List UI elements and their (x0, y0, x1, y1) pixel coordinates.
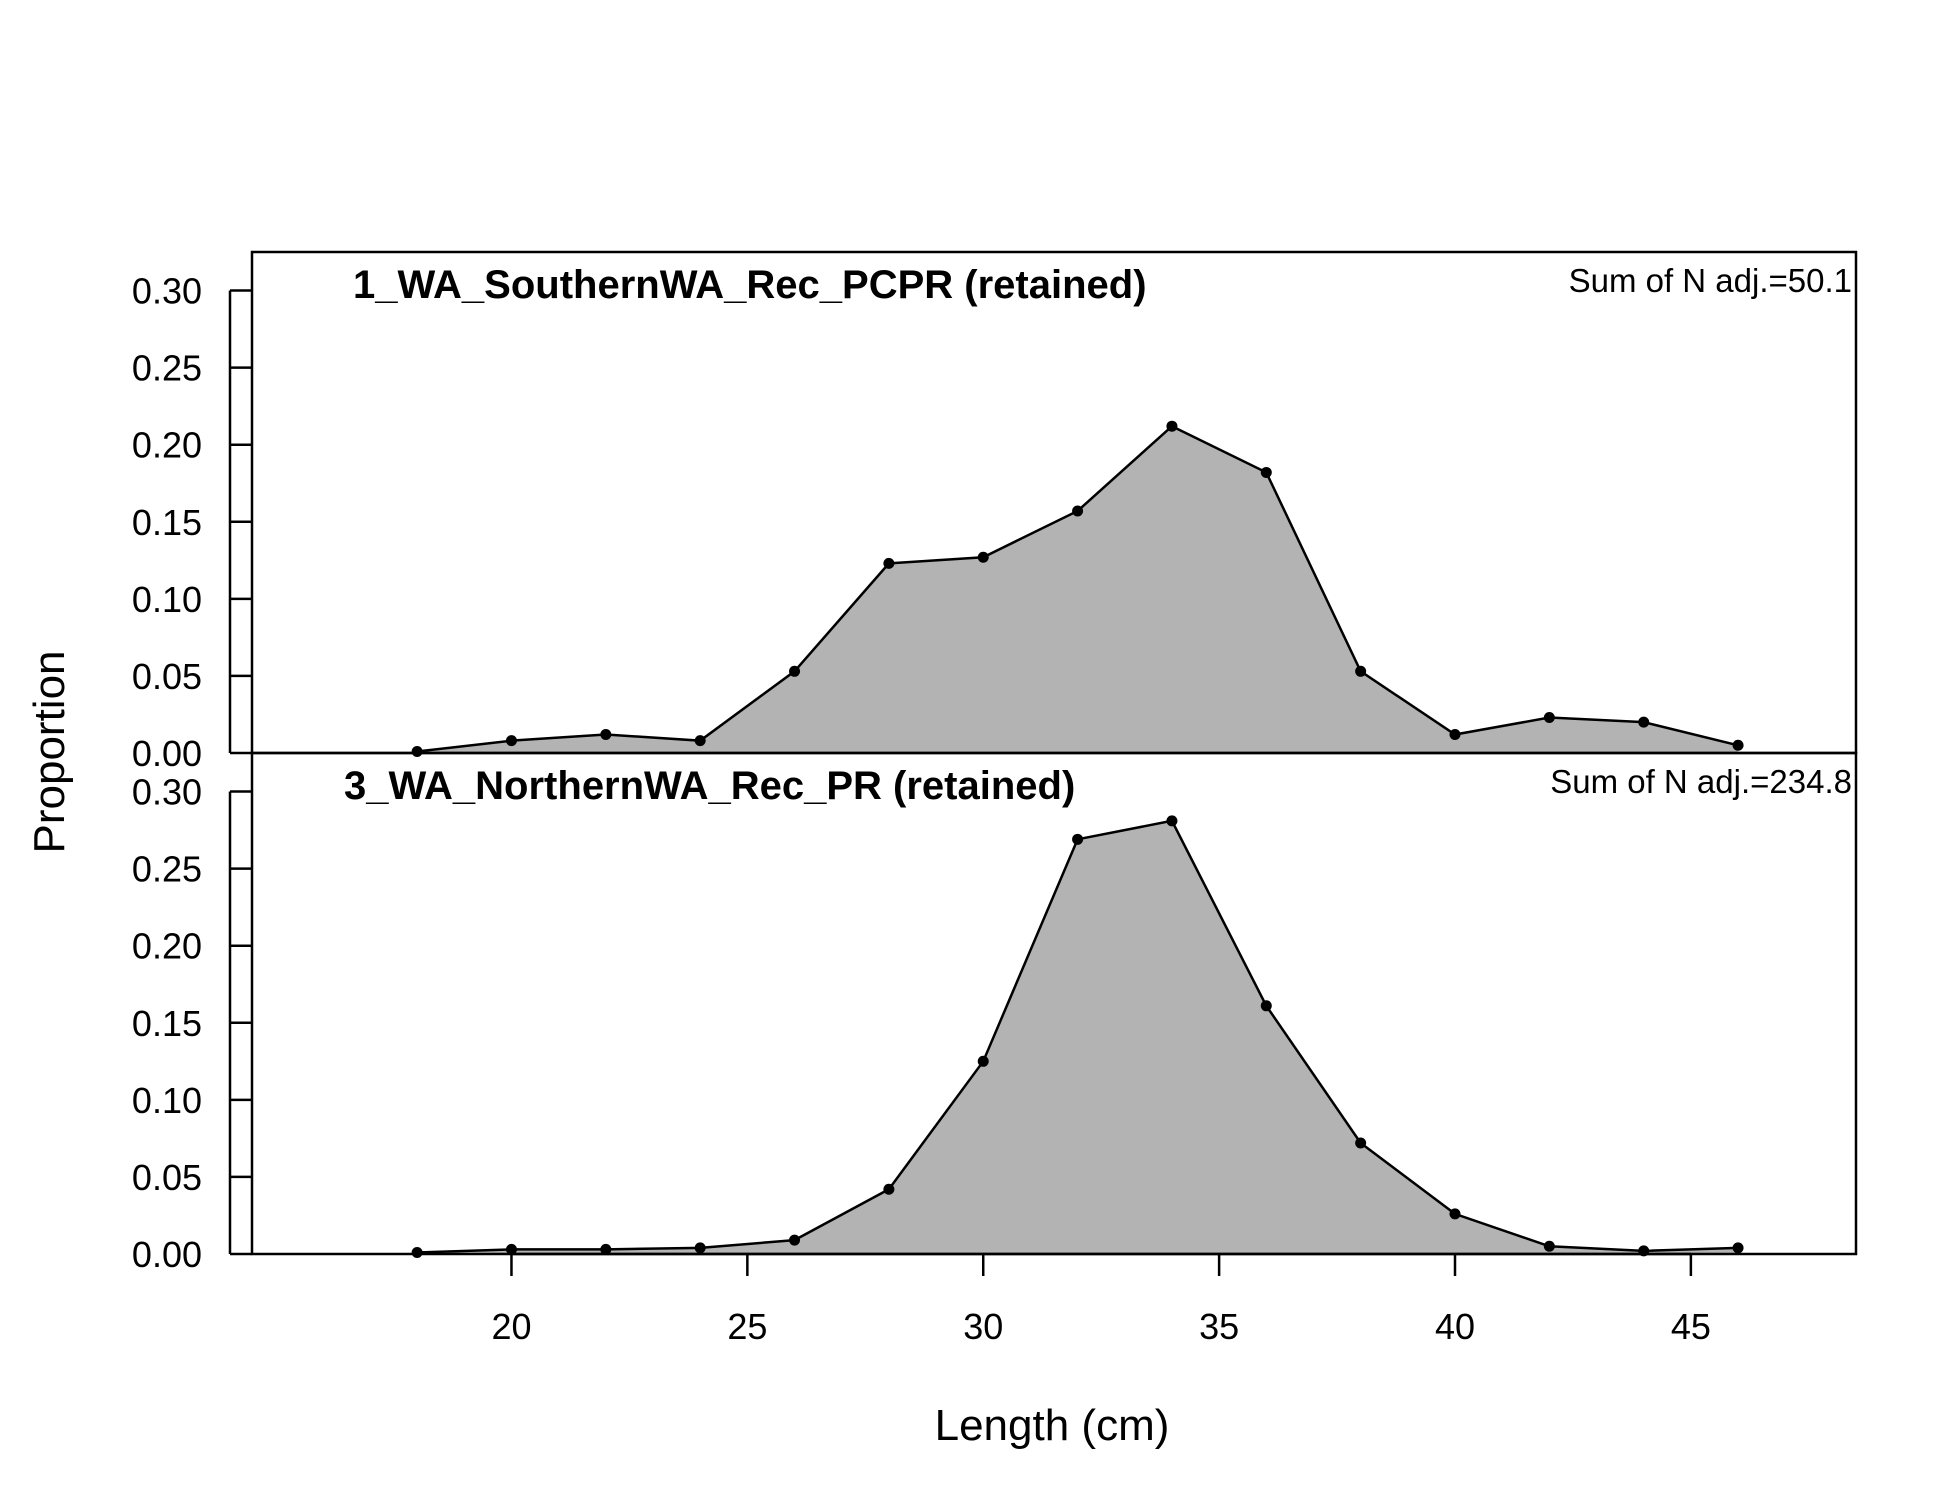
y-tick-label: 0.15 (132, 502, 202, 543)
x-tick-label: 35 (1199, 1306, 1239, 1347)
data-point (1072, 505, 1084, 517)
x-tick-label: 30 (963, 1306, 1003, 1347)
y-tick-label: 0.00 (132, 1234, 202, 1275)
data-point (977, 551, 989, 563)
data-point (1732, 739, 1744, 751)
data-point (694, 1242, 706, 1254)
area-fill (417, 820, 1739, 1254)
y-axis-label: Proportion (25, 650, 74, 853)
data-point (1543, 1240, 1555, 1252)
data-point (411, 1246, 423, 1258)
data-point (1260, 1000, 1272, 1012)
data-point (883, 557, 895, 569)
x-tick-label: 40 (1435, 1306, 1475, 1347)
y-tick-label: 0.05 (132, 1157, 202, 1198)
x-axis-label: Length (cm) (935, 1401, 1170, 1450)
data-point (977, 1055, 989, 1067)
data-point (883, 1183, 895, 1195)
data-point (789, 1234, 801, 1246)
data-point (1072, 833, 1084, 845)
area-fill (417, 426, 1739, 753)
panel-title: 3_WA_NorthernWA_Rec_PR (retained) (344, 764, 1075, 808)
y-tick-label: 0.00 (132, 733, 202, 774)
y-tick-label: 0.10 (132, 579, 202, 620)
data-point (1638, 716, 1650, 728)
data-point (1732, 1242, 1744, 1254)
x-tick-label: 45 (1671, 1306, 1711, 1347)
data-point (1355, 665, 1367, 677)
y-tick-label: 0.25 (132, 849, 202, 890)
panel-note: Sum of N adj.=234.8 (1550, 763, 1852, 800)
data-point (505, 1243, 517, 1255)
y-tick-label: 0.25 (132, 348, 202, 389)
y-tick-label: 0.10 (132, 1080, 202, 1121)
data-point (1449, 1208, 1461, 1220)
data-point (1166, 815, 1178, 827)
x-tick-label: 25 (727, 1306, 767, 1347)
data-point (694, 735, 706, 747)
data-point (600, 729, 612, 741)
y-tick-label: 0.05 (132, 656, 202, 697)
panel-title: 1_WA_SouthernWA_Rec_PCPR (retained) (353, 263, 1147, 307)
data-point (1260, 466, 1272, 478)
y-tick-label: 0.30 (132, 772, 202, 813)
x-tick-label: 20 (491, 1306, 531, 1347)
data-point (789, 665, 801, 677)
y-tick-label: 0.20 (132, 425, 202, 466)
data-point (1355, 1137, 1367, 1149)
panel-southern-wa: 0.00 0.05 0.10 0.15 0.20 0.25 0.30 1_WA_Souther… (132, 250, 1858, 774)
panel-note: Sum of N adj.=50.1 (1569, 262, 1852, 299)
data-point (1166, 420, 1178, 432)
y-tick-label: 0.30 (132, 271, 202, 312)
data-point (505, 735, 517, 747)
y-tick-label: 0.20 (132, 926, 202, 967)
data-point (1543, 712, 1555, 724)
data-point (1449, 729, 1461, 741)
data-point (411, 745, 423, 757)
panel-northern-wa: 0.00 0.05 0.10 0.15 0.20 0.25 0.30 3_WA_Norther… (132, 751, 1858, 1275)
y-tick-label: 0.15 (132, 1003, 202, 1044)
data-point (600, 1243, 612, 1255)
